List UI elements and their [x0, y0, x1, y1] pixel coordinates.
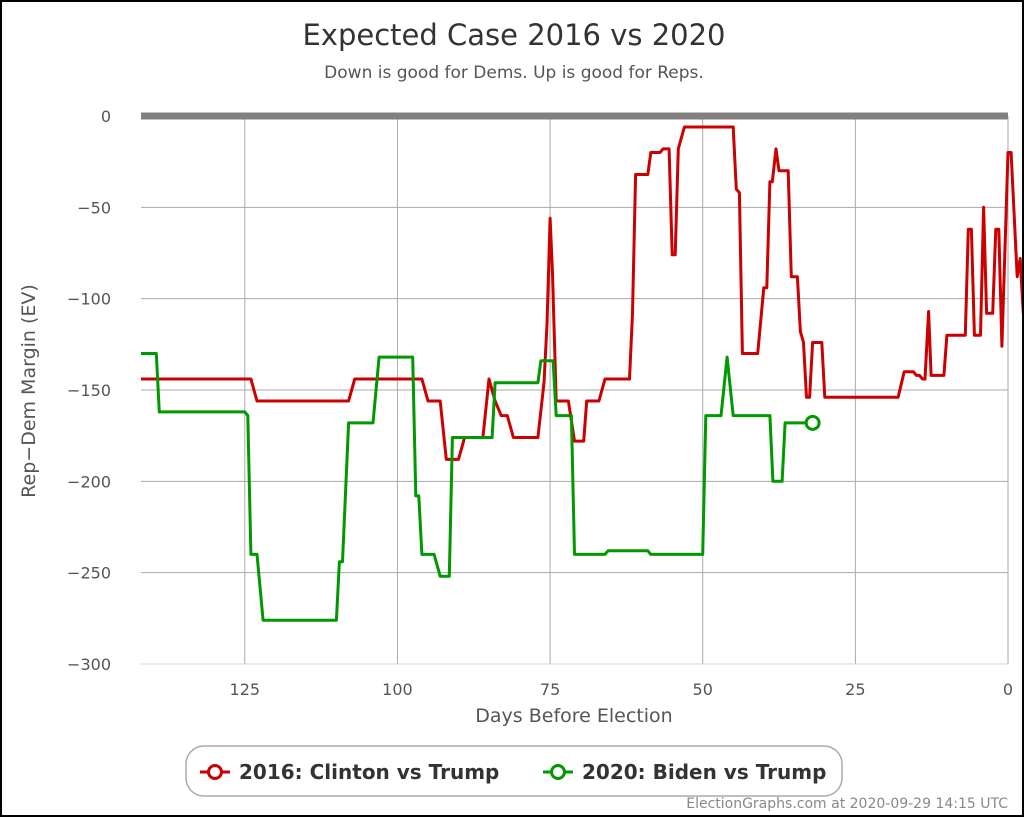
legend-item-2020[interactable]: 2020: Biden vs Trump — [543, 760, 826, 784]
legend-swatch-marker-2020 — [550, 764, 566, 780]
x-axis-label: Days Before Election — [475, 705, 672, 727]
x-tick-label: 100 — [382, 680, 413, 699]
legend: 2016: Clinton vs Trump 2020: Biden vs Tr… — [185, 745, 843, 797]
x-tick-label: 0 — [1003, 680, 1013, 699]
x-tick-label: 75 — [540, 680, 560, 699]
legend-box — [185, 745, 843, 797]
y-tick-label: −100 — [67, 290, 111, 309]
y-tick-label: −300 — [67, 655, 111, 674]
legend-swatch-marker-2016 — [207, 764, 223, 780]
credit-text: ElectionGraphs.com at 2020-09-29 14:15 U… — [686, 796, 1008, 812]
x-tick-label: 25 — [845, 680, 865, 699]
x-tick-label: 125 — [230, 680, 261, 699]
tick-labels: 125 100 75 50 25 0 0 −50 −100 −150 −200 −250 −300 — [67, 107, 1013, 699]
series-end-marker-2020 — [804, 414, 821, 431]
y-tick-label: 0 — [101, 107, 111, 126]
series-line-2020 — [141, 352, 813, 622]
grid — [141, 112, 1009, 665]
y-tick-label: −150 — [67, 381, 111, 400]
series-line-2016 — [141, 125, 1022, 461]
x-tick-label: 50 — [693, 680, 713, 699]
y-tick-label: −200 — [67, 472, 111, 491]
legend-label-2020: 2020: Biden vs Trump — [582, 760, 826, 784]
y-axis-label: Rep−Dem Margin (EV) — [18, 284, 40, 498]
series-layer — [141, 125, 1022, 622]
chart-subtitle: Down is good for Dems. Up is good for Re… — [324, 63, 704, 83]
y-tick-label: −250 — [67, 564, 111, 583]
chart-title: Expected Case 2016 vs 2020 — [302, 18, 725, 52]
legend-label-2016: 2016: Clinton vs Trump — [239, 760, 499, 784]
legend-item-2016[interactable]: 2016: Clinton vs Trump — [200, 760, 499, 784]
y-tick-label: −50 — [77, 198, 111, 217]
